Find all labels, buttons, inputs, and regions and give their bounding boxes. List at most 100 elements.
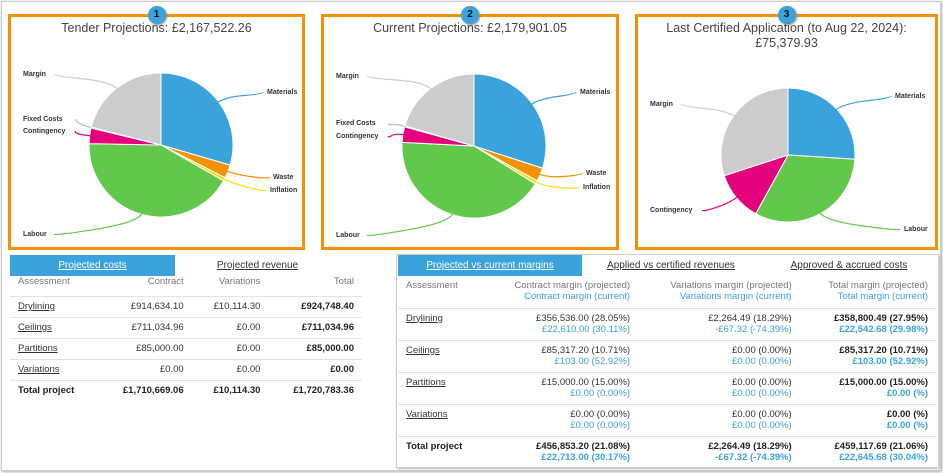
cell-value: £459,117.69 (21.06%) £22,645.68 (30.04%) [800, 436, 936, 468]
cell-value: £10,114.30 [191, 296, 269, 318]
row-label-cell: Drylining [10, 296, 99, 318]
cell-value: £356,536.00 (28.05%) £22,610.00 (30.11%) [483, 308, 639, 341]
current-value: £0.00 (0.00%) [731, 355, 792, 367]
leader-line [387, 122, 407, 128]
assessment-link[interactable]: Variations [18, 364, 60, 375]
table-row: Partitions £85,000.00 £0.00 £85,000.00 [10, 338, 362, 360]
leader-line [366, 212, 454, 237]
slice-label: Waste [586, 170, 606, 177]
assessment-link[interactable]: Ceilings [18, 322, 52, 333]
margins-box [396, 254, 939, 468]
current-value: £0.00 (%) [886, 419, 928, 431]
leader-line [222, 177, 267, 192]
projected-value: £356,536.00 (28.05%) [536, 312, 631, 324]
tab-projected-costs[interactable]: Projected costs [10, 255, 175, 276]
projected-value: £15,000.00 (15.00%) [839, 376, 928, 388]
projected-costs-table: Assessment Contract Variations Total Drylini… [10, 276, 362, 401]
cell-value: £358,800.49 (27.95%) £22,542.68 (29.98%) [799, 308, 936, 341]
chart-title: Last Certified Application (to Aug 22, 2… [638, 21, 935, 51]
tab-approved-accrued-costs[interactable]: Approved & accrued costs [790, 260, 908, 271]
tab-projected-vs-current-margins[interactable]: Projected vs current margins [398, 255, 582, 276]
slice-label: Margin [650, 101, 673, 108]
assessment-link[interactable]: Partitions [18, 343, 58, 354]
last-certified-panel: 3 Last Certified Application (to Aug 22,… [635, 6, 938, 250]
column-header: Total margin (projected) Total margin (cu… [799, 276, 936, 309]
table-row: Ceilings £711,034.96 £0.00 £711,034.96 [10, 317, 362, 339]
column-header: Assessment [10, 276, 99, 297]
header-projected: Assessment [406, 280, 458, 291]
slice-label: Fixed Costs [23, 116, 63, 123]
column-header: Assessment [398, 276, 484, 309]
cell-value: £10,114.30 [213, 385, 261, 397]
current-value: £22,610.00 (30.11%) [542, 323, 631, 335]
assessment-link[interactable]: Ceilings [406, 344, 440, 356]
pie-chart-tender: Materials Waste Inflation Labour Contingency… [23, 71, 297, 238]
slice-label: Contingency [650, 207, 692, 214]
assessment-link[interactable]: Drylining [18, 301, 55, 312]
left-tabs: Projected costs Projected revenue [10, 255, 340, 276]
table-row: Partitions £15,000.00 (15.00%) £0.00 (0.00… [398, 372, 936, 405]
table-row: Drylining £914,634.10 £10,114.30 £924,748.4… [10, 296, 362, 318]
slice-label: Materials [895, 93, 925, 100]
cell-value: £2,264.49 (18.29%) -£67.32 (-74.39%) [638, 308, 800, 341]
margins-table: Assessment Contract margin (projected) Con… [398, 276, 936, 468]
row-label-cell: Drylining [398, 308, 484, 341]
current-value: £0.00 (0.00%) [731, 387, 792, 399]
slice-label: Contingency [23, 128, 65, 135]
current-value: £0.00 (0.00%) [731, 419, 792, 431]
leader-line [818, 211, 901, 231]
slice-label: Margin [23, 71, 46, 78]
current-value: -£67.32 (-74.39%) [715, 451, 792, 463]
row-label: Total project [406, 440, 463, 452]
table-row: Ceilings £85,317.20 (10.71%) £103.00 (52.9… [398, 340, 936, 373]
projected-value: £0.00 (0.00%) [731, 408, 792, 420]
slice-label: Inflation [583, 184, 610, 191]
header-projected: Variations margin (projected) [670, 280, 792, 291]
cell-value: £15,000.00 (15.00%) £0.00 (%) [799, 372, 936, 405]
cell-value: £0.00 (%) £0.00 (%) [799, 404, 936, 437]
leader-line [834, 95, 892, 111]
leader-line [74, 130, 92, 137]
leader-line [680, 103, 736, 118]
cell-value: £85,000.00 [268, 338, 362, 360]
assessment-link[interactable]: Variations [406, 408, 448, 420]
current-value: £103.00 (52.92%) [554, 355, 631, 367]
row-label-cell: Variations [398, 404, 484, 437]
cell-value: £0.00 [191, 317, 269, 339]
step-badge-3: 3 [777, 6, 796, 24]
leader-line [538, 172, 583, 178]
pie-chart-current: Materials Waste Inflation Labour Contingency… [336, 73, 610, 239]
projected-value: £85,317.20 (10.71%) [541, 344, 631, 356]
projected-value: £456,853.20 (21.08%) [536, 440, 631, 452]
tab-applied-vs-certified-revenues[interactable]: Applied vs certified revenues [607, 260, 735, 271]
projected-value: £358,800.49 (27.95%) [833, 312, 928, 324]
pie-slice-materials[interactable] [787, 87, 856, 160]
table-row: Variations £0.00 (0.00%) £0.00 (0.00%) £0.0… [398, 404, 936, 437]
cell-value: £711,034.96 [98, 317, 192, 339]
cell-value: £0.00 (0.00%) £0.00 (0.00%) [638, 340, 800, 373]
row-label: Total project [18, 385, 75, 397]
leader-line [53, 212, 143, 236]
projected-value: £2,264.49 (18.29%) [708, 440, 792, 452]
assessment-link[interactable]: Drylining [406, 312, 443, 324]
tab-projected-revenue[interactable]: Projected revenue [216, 260, 299, 271]
cell-value: £1,710,669.06 [122, 385, 184, 397]
cell-value: £85,317.20 (10.71%) £103.00 (52.92%) [483, 340, 639, 373]
leader-line [74, 118, 94, 129]
cell-value: £0.00 (0.00%) £0.00 (0.00%) [638, 372, 800, 405]
slice-label: Materials [580, 89, 610, 96]
assessment-link[interactable]: Partitions [406, 376, 446, 388]
slice-label: Labour [904, 226, 928, 233]
current-value: £0.00 (%) [886, 387, 928, 399]
table-row: Drylining £356,536.00 (28.05%) £22,610.00 … [398, 308, 936, 341]
cell-value: £0.00 (0.00%) £0.00 (0.00%) [483, 404, 639, 437]
current-value: £0.00 (0.00%) [570, 387, 631, 399]
leader-line [225, 170, 270, 179]
slice-label: Contingency [336, 133, 378, 140]
leader-line [387, 133, 405, 138]
table-row: Total project £456,853.20 (21.08%) £22,713… [398, 436, 936, 468]
column-header: Variations [191, 276, 269, 297]
header-current: Contract margin (current) [523, 291, 631, 302]
leader-line [53, 73, 119, 91]
